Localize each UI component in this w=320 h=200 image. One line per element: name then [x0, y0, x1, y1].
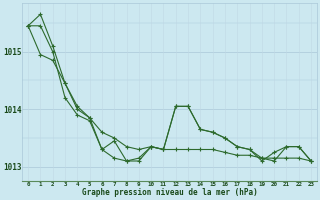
X-axis label: Graphe pression niveau de la mer (hPa): Graphe pression niveau de la mer (hPa)	[82, 188, 258, 197]
